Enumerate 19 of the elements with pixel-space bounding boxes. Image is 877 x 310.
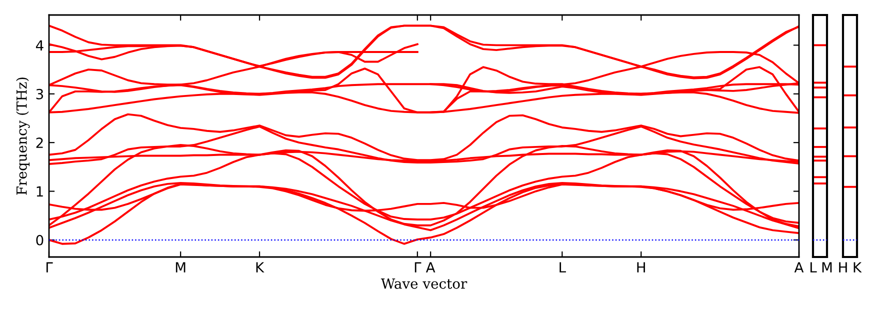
- x-tick-label: H: [637, 262, 645, 272]
- y-tick-label: 1: [36, 186, 43, 197]
- x-tick-label: L: [560, 262, 566, 272]
- x-tick-label: H: [839, 262, 847, 272]
- y-tick-label: 0: [36, 234, 44, 246]
- x-tick-label: M: [822, 262, 832, 272]
- y-tick-label: 3: [36, 88, 44, 100]
- x-tick-label: K: [854, 262, 862, 272]
- x-tick-label: Γ: [46, 262, 53, 272]
- y-axis-title: Frequency (THz): [16, 78, 30, 195]
- x-axis-title: Wave vector: [380, 278, 468, 289]
- x-tick-label: M: [176, 262, 186, 272]
- x-tick-label: A: [426, 262, 436, 272]
- x-tick-label: A: [794, 262, 804, 272]
- x-tick-label: K: [256, 262, 264, 272]
- y-tick-label: 2: [36, 138, 43, 148]
- x-tick-label: L: [810, 262, 817, 272]
- y-tick-label: 4: [36, 40, 44, 50]
- x-tick-label: Γ: [414, 262, 422, 272]
